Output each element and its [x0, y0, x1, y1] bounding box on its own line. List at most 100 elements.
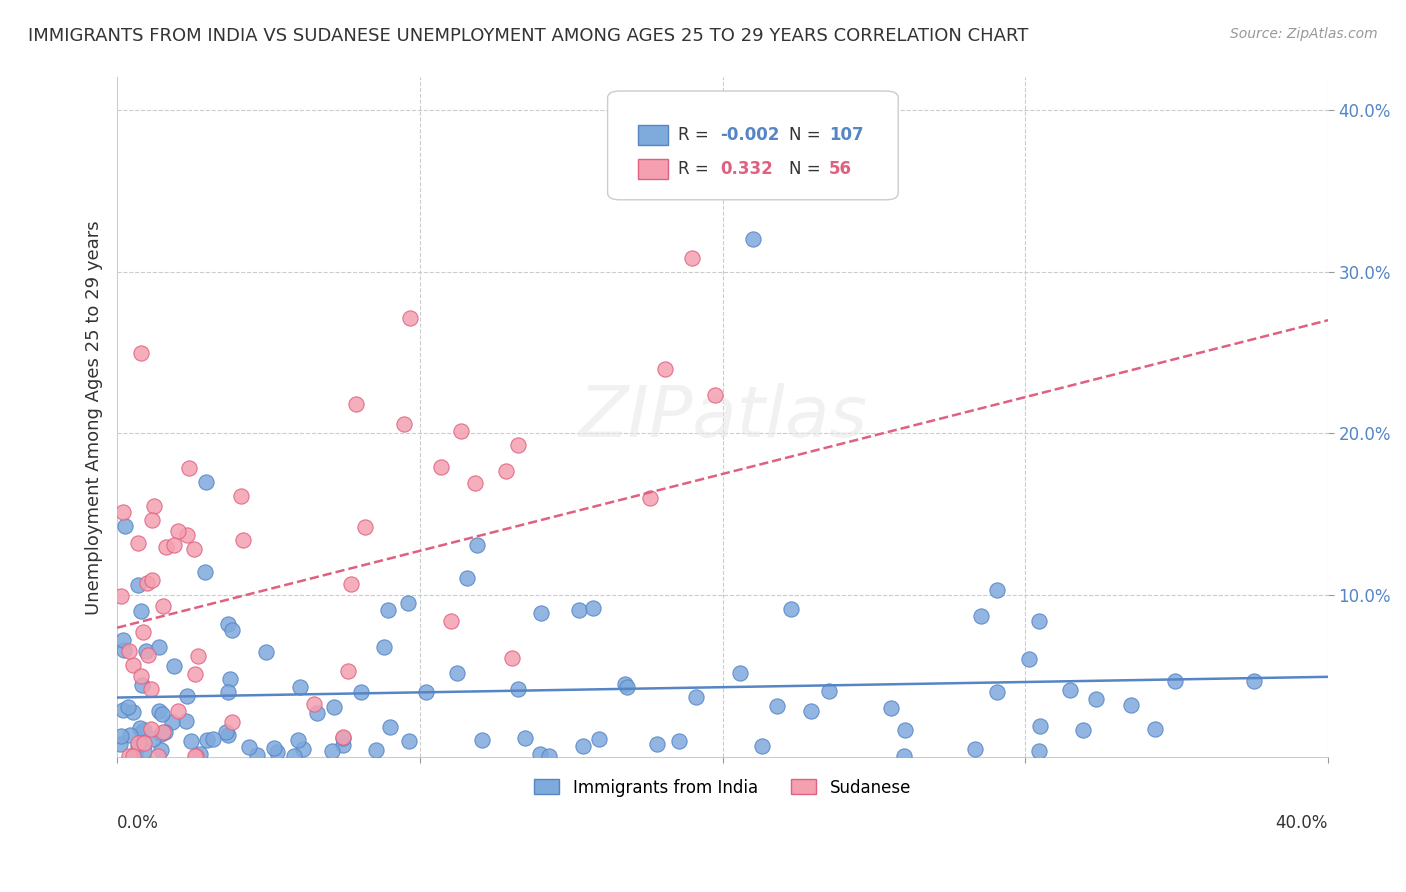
Immigrants from India: [963, 742, 986, 756]
Immigrants from India: [366, 743, 388, 757]
Immigrants from India: [396, 595, 419, 609]
Immigrants from India: [1018, 652, 1040, 666]
Immigrants from India: [588, 732, 610, 747]
Immigrants from India: [986, 685, 1008, 699]
Sudanese: [353, 520, 375, 534]
Immigrants from India: [142, 732, 165, 747]
Immigrants from India: [128, 721, 150, 735]
Immigrants from India: [970, 609, 993, 624]
Immigrants from India: [321, 744, 343, 758]
Sudanese: [501, 651, 523, 665]
Sudanese: [399, 310, 422, 325]
Text: 107: 107: [830, 126, 863, 145]
Bar: [638, 159, 668, 179]
Immigrants from India: [1028, 615, 1050, 629]
Sudanese: [654, 361, 676, 376]
Immigrants from India: [218, 617, 240, 632]
Immigrants from India: [1119, 698, 1142, 712]
Immigrants from India: [131, 604, 153, 618]
Immigrants from India: [894, 723, 917, 738]
Sudanese: [430, 460, 453, 475]
Immigrants from India: [195, 475, 218, 490]
Text: R =: R =: [678, 126, 714, 145]
Sudanese: [152, 599, 174, 614]
Sudanese: [229, 489, 252, 503]
Immigrants from India: [180, 734, 202, 748]
Text: 0.332: 0.332: [720, 161, 773, 178]
Immigrants from India: [465, 538, 488, 552]
Immigrants from India: [135, 643, 157, 657]
Immigrants from India: [288, 680, 311, 694]
Immigrants from India: [215, 725, 238, 739]
Sudanese: [134, 736, 156, 750]
Immigrants from India: [377, 603, 399, 617]
Text: N =: N =: [789, 161, 827, 178]
Immigrants from India: [217, 685, 239, 699]
Immigrants from India: [114, 643, 136, 657]
Sudanese: [167, 524, 190, 538]
Immigrants from India: [287, 732, 309, 747]
Immigrants from India: [373, 640, 395, 655]
Immigrants from India: [1071, 723, 1094, 738]
Immigrants from India: [221, 623, 243, 637]
Immigrants from India: [613, 677, 636, 691]
Immigrants from India: [148, 640, 170, 654]
Immigrants from India: [201, 732, 224, 747]
Immigrants from India: [398, 733, 420, 747]
Sudanese: [506, 438, 529, 452]
Text: ZIPatlas: ZIPatlas: [578, 383, 868, 452]
Immigrants from India: [238, 739, 260, 754]
Immigrants from India: [571, 739, 593, 753]
Immigrants from India: [529, 747, 551, 762]
Sudanese: [464, 475, 486, 490]
Sudanese: [339, 577, 361, 591]
Sudanese: [332, 730, 354, 744]
Sudanese: [129, 669, 152, 683]
Sudanese: [155, 540, 177, 554]
Immigrants from India: [893, 748, 915, 763]
Sudanese: [118, 643, 141, 657]
Sudanese: [131, 345, 153, 359]
Sudanese: [344, 397, 367, 411]
Sudanese: [110, 589, 132, 603]
Sudanese: [184, 748, 207, 763]
Immigrants from India: [111, 703, 134, 717]
Sudanese: [638, 491, 661, 505]
Sudanese: [184, 667, 207, 681]
Immigrants from India: [148, 704, 170, 718]
Immigrants from India: [1029, 718, 1052, 732]
Immigrants from India: [307, 706, 329, 720]
Sudanese: [392, 417, 415, 431]
Immigrants from India: [515, 731, 537, 746]
Immigrants from India: [456, 572, 478, 586]
Immigrants from India: [668, 733, 690, 747]
Immigrants from India: [110, 737, 132, 751]
Immigrants from India: [283, 748, 305, 763]
Immigrants from India: [176, 690, 198, 704]
Immigrants from India: [254, 645, 277, 659]
Immigrants from India: [114, 519, 136, 533]
Immigrants from India: [1143, 723, 1166, 737]
Immigrants from India: [1059, 683, 1081, 698]
Sudanese: [166, 704, 188, 718]
Immigrants from India: [134, 723, 156, 738]
Sudanese: [122, 748, 145, 763]
Sudanese: [139, 723, 162, 737]
Immigrants from India: [1164, 673, 1187, 688]
Sudanese: [183, 541, 205, 556]
Text: -0.002: -0.002: [720, 126, 779, 145]
Immigrants from India: [174, 714, 197, 728]
Immigrants from India: [292, 742, 315, 756]
Sudanese: [176, 528, 198, 542]
Immigrants from India: [415, 685, 437, 699]
Immigrants from India: [730, 666, 752, 681]
Sudanese: [495, 465, 517, 479]
Immigrants from India: [132, 744, 155, 758]
Immigrants from India: [127, 739, 149, 753]
Immigrants from India: [118, 729, 141, 743]
Sudanese: [118, 748, 141, 763]
Sudanese: [681, 252, 703, 266]
Sudanese: [141, 573, 163, 587]
Immigrants from India: [1028, 744, 1050, 758]
Y-axis label: Unemployment Among Ages 25 to 29 years: Unemployment Among Ages 25 to 29 years: [86, 220, 103, 615]
